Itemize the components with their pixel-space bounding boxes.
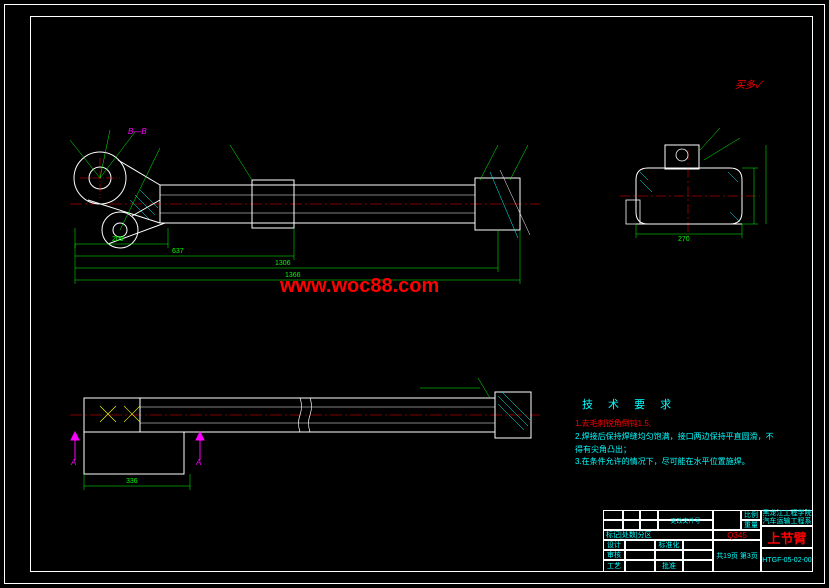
tech-line-4: 3.在条件允许的情况下，尽可能在水平位置施焊。: [575, 456, 785, 469]
tb-markrow: 标记|处数|分区: [603, 530, 713, 540]
tb-org-top: 黑龙江工程学院: [763, 510, 812, 518]
section-label-bb: B—B: [128, 127, 147, 136]
dim-270: 270: [678, 236, 690, 243]
side-view: [620, 128, 766, 240]
watermark-text: www.woc88.com: [280, 275, 439, 298]
bottom-view: [70, 378, 540, 490]
tb-audit-lbl: 审核: [603, 550, 625, 560]
tb-design-lbl: 设计: [603, 540, 625, 550]
tb-main-title: 上节臂: [761, 526, 813, 548]
tb-org: 黑龙江工程学院 汽车运输工程系: [761, 510, 813, 526]
dim-336: 336: [126, 478, 138, 485]
dim-637: 637: [172, 248, 184, 255]
tech-line-1: 1.去毛刺锐角倒钝1.5;: [575, 418, 785, 431]
tb-weight-lbl: 重量: [741, 520, 761, 530]
section-arrow-a1: A: [71, 458, 76, 467]
main-view: [70, 130, 540, 284]
tb-sheet: 共19页 第3页: [713, 540, 761, 572]
tb-approve-lbl: 批准: [655, 560, 683, 572]
tb-change-lbl: 更改文件号: [658, 510, 713, 530]
tb-material: Q345: [713, 530, 761, 540]
tech-req-title: 技 术 要 求: [582, 396, 677, 412]
section-arrow-a2: A: [196, 458, 201, 467]
tb-org-bot: 汽车运输工程系: [763, 518, 812, 526]
title-block: 标记|处数|分区 设计 标准化 审核 工艺 批准 更改文件号 比例 重量 Q34…: [603, 510, 813, 572]
tech-line-3: 得有尖角凸出；: [575, 444, 785, 457]
tb-scale-lbl: 比例: [741, 510, 761, 520]
dim-209: 209: [112, 236, 124, 243]
tb-dwg-no: HTGF-05-02-00: [761, 548, 813, 572]
dim-1306: 1306: [275, 260, 291, 267]
tech-line-2: 2.焊接后保持焊缝均匀饱满，接口两边保持平直圆滑，不: [575, 431, 785, 444]
stamp-mark: 买多✓: [735, 76, 762, 91]
tech-req-body: 1.去毛刺锐角倒钝1.5; 2.焊接后保持焊缝均匀饱满，接口两边保持平直圆滑，不…: [575, 418, 785, 469]
tb-std-lbl: 标准化: [655, 540, 683, 550]
tb-craft-lbl: 工艺: [603, 560, 625, 572]
